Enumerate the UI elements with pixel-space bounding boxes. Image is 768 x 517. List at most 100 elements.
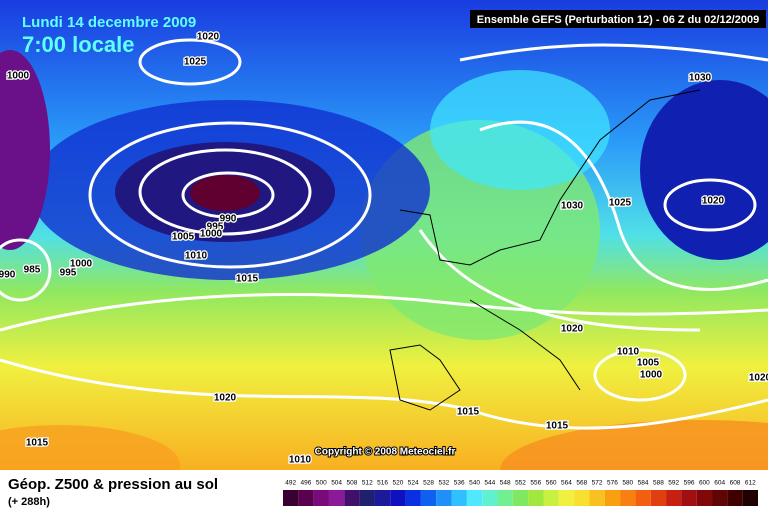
scale-swatch bbox=[742, 490, 758, 506]
isobar-label: 1030 bbox=[689, 73, 712, 84]
scale-label: 528 bbox=[423, 480, 434, 487]
scale-label: 568 bbox=[576, 480, 587, 487]
scale-swatch bbox=[727, 490, 743, 506]
scale-swatch bbox=[528, 490, 544, 506]
scale-swatch bbox=[543, 490, 559, 506]
copyright: Copyright © 2008 Meteociel.fr bbox=[315, 447, 456, 458]
isobar-label: 1010 bbox=[617, 347, 640, 358]
isobar-label: 1000 bbox=[7, 71, 30, 82]
scale-swatch bbox=[620, 490, 636, 506]
isobar-label: 995 bbox=[207, 222, 224, 233]
scale-swatch bbox=[344, 490, 360, 506]
scale-label: 532 bbox=[438, 480, 449, 487]
run-info: Ensemble GEFS (Perturbation 12) - 06 Z d… bbox=[477, 14, 759, 26]
scale-label: 504 bbox=[331, 480, 342, 487]
scale-label: 552 bbox=[515, 480, 526, 487]
isobar-label: 1020 bbox=[702, 196, 725, 207]
scale-label: 580 bbox=[622, 480, 633, 487]
scale-label: 572 bbox=[592, 480, 603, 487]
scale-swatch bbox=[574, 490, 590, 506]
scale-label: 556 bbox=[530, 480, 541, 487]
scale-swatch bbox=[436, 490, 452, 506]
scale-label: 604 bbox=[714, 480, 725, 487]
isobar-label: 990 bbox=[220, 214, 237, 225]
isobar-label: 1020 bbox=[561, 324, 584, 335]
isobar-label: 1010 bbox=[289, 455, 312, 466]
legend-title: Géop. Z500 & pression au sol bbox=[8, 476, 218, 493]
scale-label: 520 bbox=[392, 480, 403, 487]
scale-swatch bbox=[497, 490, 513, 506]
scale-swatch bbox=[405, 490, 421, 506]
isobar-label: 1020 bbox=[749, 373, 768, 384]
run-box bbox=[470, 10, 766, 28]
isobar-label: 1000 bbox=[640, 370, 663, 381]
scale-label: 496 bbox=[301, 480, 312, 487]
scale-swatch bbox=[374, 490, 391, 506]
isobar-lines bbox=[0, 38, 768, 430]
scale-label: 548 bbox=[500, 480, 511, 487]
scale-swatch bbox=[635, 490, 651, 506]
scale-label: 588 bbox=[653, 480, 664, 487]
scale-label: 536 bbox=[454, 480, 465, 487]
scale-swatch bbox=[328, 490, 345, 506]
isobar-label: 1025 bbox=[184, 57, 207, 68]
scale-label: 512 bbox=[362, 480, 373, 487]
coastlines bbox=[389, 89, 701, 411]
scale-label: 584 bbox=[638, 480, 649, 487]
scale-swatch bbox=[420, 490, 437, 506]
isobar-label: 990 bbox=[0, 270, 16, 281]
isobar-label: 1015 bbox=[26, 438, 49, 449]
isobar-label: 995 bbox=[60, 268, 77, 279]
local-time: 7:00 locale bbox=[22, 32, 135, 57]
scale-label: 560 bbox=[546, 480, 557, 487]
isobar-label: 1000 bbox=[70, 259, 93, 270]
scale-label: 576 bbox=[607, 480, 618, 487]
scale-swatch bbox=[466, 490, 483, 506]
isobar-label: 1005 bbox=[172, 232, 195, 243]
scale-label: 600 bbox=[699, 480, 710, 487]
legend-lead: (+ 288h) bbox=[8, 496, 50, 508]
scale-swatch bbox=[359, 490, 375, 506]
scale-label: 608 bbox=[730, 480, 741, 487]
scale-swatch bbox=[558, 490, 575, 506]
scale-label: 544 bbox=[484, 480, 495, 487]
scale-label: 524 bbox=[408, 480, 419, 487]
color-scale: 492 496 500 504 508 512 516 520 524 528 532 536 540 5… bbox=[283, 480, 758, 506]
isobar-label: 1010 bbox=[185, 251, 208, 262]
isobar-label: 1015 bbox=[546, 421, 569, 432]
scale-swatch bbox=[512, 490, 529, 506]
scale-label: 492 bbox=[285, 480, 296, 487]
scale-label: 500 bbox=[316, 480, 327, 487]
scale-label: 508 bbox=[347, 480, 358, 487]
isobar-label: 1020 bbox=[214, 393, 237, 404]
scale-swatch bbox=[666, 490, 682, 506]
isobar-label: 1015 bbox=[236, 274, 259, 285]
isobar-label: 1020 bbox=[197, 32, 220, 43]
isobar-label: 1005 bbox=[637, 358, 660, 369]
scale-label: 540 bbox=[469, 480, 480, 487]
scale-swatch bbox=[681, 490, 697, 506]
date: Lundi 14 decembre 2009 bbox=[22, 14, 196, 31]
scale-swatch bbox=[451, 490, 467, 506]
isobar-label: 1015 bbox=[457, 407, 480, 418]
scale-swatch bbox=[712, 490, 728, 506]
isobar-label: 1000 bbox=[200, 229, 223, 240]
scale-swatch bbox=[313, 490, 329, 506]
scale-swatch bbox=[390, 490, 406, 506]
isobar-label: 985 bbox=[24, 265, 41, 276]
isobar-label: 1025 bbox=[609, 198, 632, 209]
scale-swatch bbox=[589, 490, 605, 506]
scale-label: 564 bbox=[561, 480, 572, 487]
isobar-label: 1030 bbox=[561, 201, 584, 212]
scale-swatch bbox=[482, 490, 498, 506]
scale-label: 596 bbox=[684, 480, 695, 487]
scale-label: 612 bbox=[745, 480, 756, 487]
scale-label: 516 bbox=[377, 480, 388, 487]
scale-label: 592 bbox=[668, 480, 679, 487]
scale-swatch bbox=[604, 490, 621, 506]
scale-swatch bbox=[283, 490, 299, 506]
scale-swatch bbox=[650, 490, 667, 506]
